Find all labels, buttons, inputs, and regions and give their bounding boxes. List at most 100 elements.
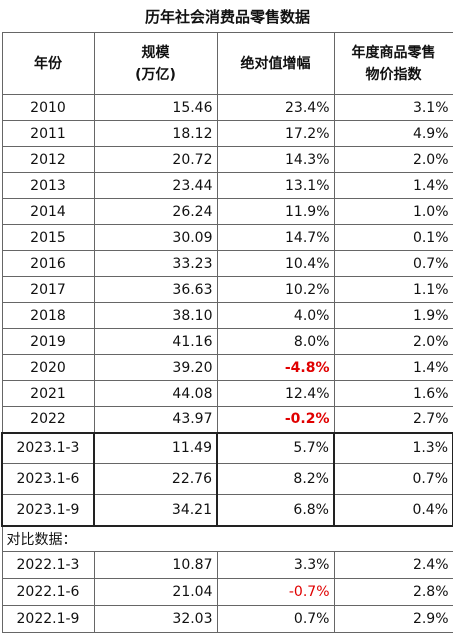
table-row: 2022 43.97 -0.2% 2.7% <box>1 406 453 433</box>
value-cell: 10.2% <box>216 276 335 303</box>
note-cell: 对比数据： <box>1 525 94 552</box>
value-cell: 15.46 <box>93 94 218 121</box>
header-line: 年度商品零售 <box>351 44 436 61</box>
value-cell: 39.20 <box>93 354 218 381</box>
value-cell: -4.8% <box>216 354 335 381</box>
value-cell: 2.0% <box>333 328 453 355</box>
period-cell: 2014 <box>1 198 95 225</box>
table-row: 2023.1-6 22.76 8.2% 0.7% <box>1 463 453 495</box>
value-cell: 21.04 <box>93 578 218 606</box>
table-row: 2016 33.23 10.4% 0.7% <box>1 250 453 277</box>
value-cell: 26.24 <box>93 198 218 225</box>
value-cell: 1.4% <box>333 172 453 199</box>
header-cell: 年份 <box>1 32 95 95</box>
value-cell: 13.1% <box>216 172 335 199</box>
table-row: 2022.1-3 10.87 3.3% 2.4% <box>1 551 453 579</box>
header-line: 物价指数 <box>365 66 422 83</box>
table-row: 2012 20.72 14.3% 2.0% <box>1 146 453 173</box>
header-line: 绝对值增幅 <box>240 55 311 72</box>
value-cell: 22.76 <box>93 463 218 495</box>
value-cell: 2.0% <box>333 146 453 173</box>
value-cell: 34.21 <box>93 494 218 527</box>
period-cell: 2018 <box>1 302 95 329</box>
note-row: 对比数据： <box>1 525 453 552</box>
header-line: (万亿) <box>135 66 176 83</box>
period-cell: 2023.1-9 <box>1 494 95 527</box>
header-cell: 绝对值增幅 <box>216 32 335 95</box>
value-cell: 8.2% <box>216 463 335 495</box>
table-row: 2019 41.16 8.0% 2.0% <box>1 328 453 355</box>
value-cell: 0.7% <box>333 250 453 277</box>
value-cell: 6.8% <box>216 494 335 527</box>
value-cell: 43.97 <box>93 406 218 433</box>
value-cell: 5.7% <box>216 431 335 464</box>
period-cell: 2022.1-9 <box>1 605 95 633</box>
value-cell: 4.0% <box>216 302 335 329</box>
value-cell: 17.2% <box>216 120 335 147</box>
period-cell: 2012 <box>1 146 95 173</box>
value-cell: 14.3% <box>216 146 335 173</box>
header-line: 规模 <box>141 44 170 61</box>
value-cell: 41.16 <box>93 328 218 355</box>
empty-cell <box>217 525 334 552</box>
period-cell: 2011 <box>1 120 95 147</box>
empty-cell <box>334 525 453 552</box>
period-cell: 2013 <box>1 172 95 199</box>
value-cell: 0.4% <box>332 494 453 527</box>
header-row: 年份 规模 (万亿) 绝对值增幅 年度商品零售 物价指数 <box>1 32 453 95</box>
value-cell: 44.08 <box>93 380 218 407</box>
value-cell: 2.4% <box>333 551 453 579</box>
value-cell: 3.1% <box>333 94 453 121</box>
value-cell: 18.12 <box>93 120 218 147</box>
value-cell: 36.63 <box>93 276 218 303</box>
period-cell: 2023.1-6 <box>1 463 95 495</box>
table-row: 2010 15.46 23.4% 3.1% <box>1 94 453 121</box>
value-cell: 1.4% <box>333 354 453 381</box>
value-cell: 23.44 <box>93 172 218 199</box>
value-cell: 38.10 <box>93 302 218 329</box>
period-cell: 2022.1-3 <box>1 551 95 579</box>
value-cell: 32.03 <box>93 605 218 633</box>
value-cell: 23.4% <box>216 94 335 121</box>
value-cell: 2.8% <box>333 578 453 606</box>
value-cell: 2.7% <box>333 406 453 433</box>
header-cell: 年度商品零售 物价指数 <box>333 32 453 95</box>
header-cell: 规模 (万亿) <box>93 32 218 95</box>
period-cell: 2015 <box>1 224 95 251</box>
header-line: 年份 <box>34 55 62 72</box>
value-cell: 30.09 <box>93 224 218 251</box>
table-row: 2022.1-6 21.04 -0.7% 2.8% <box>1 578 453 606</box>
table-row: 2023.1-9 34.21 6.8% 0.4% <box>1 494 453 527</box>
empty-cell <box>94 525 217 552</box>
value-cell: 2.9% <box>333 605 453 633</box>
value-cell: -0.7% <box>216 578 335 606</box>
period-cell: 2020 <box>1 354 95 381</box>
table-row: 2015 30.09 14.7% 0.1% <box>1 224 453 251</box>
value-cell: 3.3% <box>216 551 335 579</box>
value-cell: 33.23 <box>93 250 218 277</box>
value-cell: 20.72 <box>93 146 218 173</box>
table-row: 2022.1-9 32.03 0.7% 2.9% <box>1 605 453 633</box>
table-row: 2017 36.63 10.2% 1.1% <box>1 276 453 303</box>
period-cell: 2023.1-3 <box>1 431 95 464</box>
value-cell: 1.0% <box>333 198 453 225</box>
value-cell: 11.49 <box>93 431 218 464</box>
period-cell: 2016 <box>1 250 95 277</box>
period-cell: 2021 <box>1 380 95 407</box>
value-cell: 10.87 <box>93 551 218 579</box>
value-cell: 0.7% <box>216 605 335 633</box>
value-cell: 12.4% <box>216 380 335 407</box>
table-row: 2014 26.24 11.9% 1.0% <box>1 198 453 225</box>
value-cell: 14.7% <box>216 224 335 251</box>
value-cell: 10.4% <box>216 250 335 277</box>
value-cell: 1.1% <box>333 276 453 303</box>
period-cell: 2010 <box>1 94 95 121</box>
table-row: 2018 38.10 4.0% 1.9% <box>1 302 453 329</box>
value-cell: 8.0% <box>216 328 335 355</box>
value-cell: -0.2% <box>216 406 335 433</box>
table-row: 2020 39.20 -4.8% 1.4% <box>1 354 453 381</box>
value-cell: 0.1% <box>333 224 453 251</box>
table-row: 2013 23.44 13.1% 1.4% <box>1 172 453 199</box>
